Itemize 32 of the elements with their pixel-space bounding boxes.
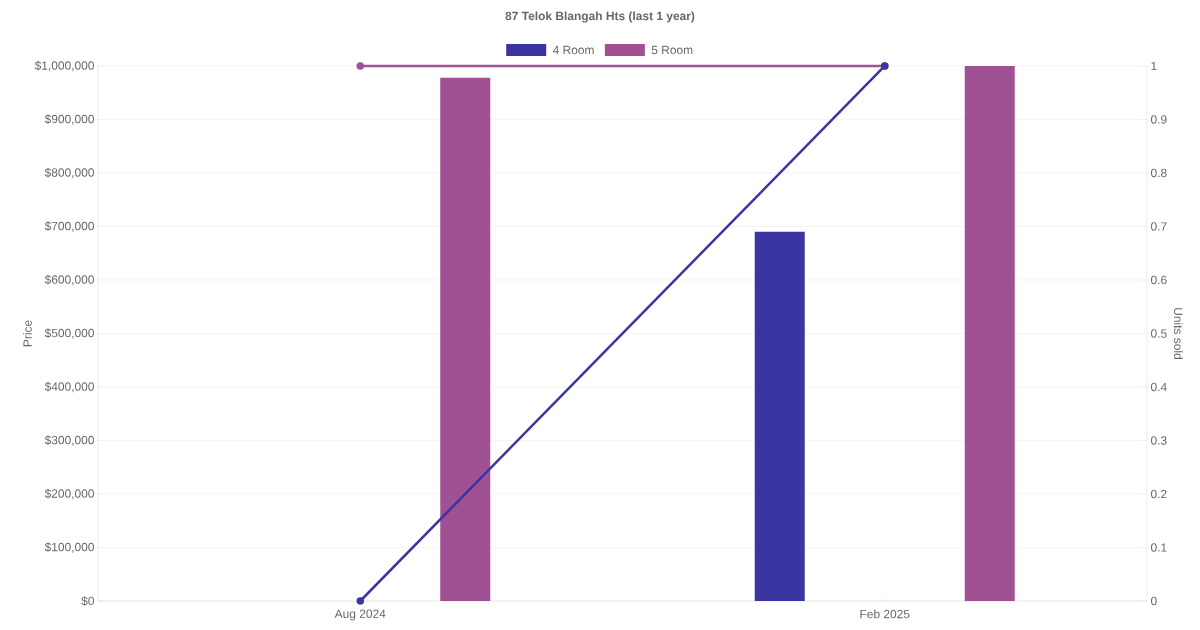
y2-tick-label: 0.5	[1150, 329, 1167, 338]
y-tick-label: $1,000,000	[34, 60, 95, 72]
y-tick-label: $600,000	[44, 274, 95, 286]
y2-tick-label: 0.6	[1150, 275, 1167, 285]
y2-tick-label: 0.9	[1150, 115, 1167, 124]
y2-tick-label: 0	[1150, 596, 1157, 606]
y2-tick-label: 1	[1151, 61, 1157, 71]
y-tick-label: $200,000	[44, 488, 95, 500]
y-tick-label: $300,000	[44, 435, 95, 446]
y2-axis-title: Units sold	[1173, 308, 1183, 359]
bar	[754, 231, 805, 601]
y-axis-title: Price	[23, 320, 32, 347]
y-tick-label: $100,000	[44, 542, 95, 553]
y-tick-label: $0	[81, 596, 95, 606]
chart-title: 87 Telok Blangah Hts (last 1 year)	[505, 11, 695, 23]
y2-tick-label: 0.1	[1150, 543, 1167, 552]
y2-tick-label: 0.8	[1150, 168, 1167, 178]
y-tick-label: $900,000	[44, 114, 95, 125]
y2-tick-label: 0.3	[1150, 436, 1167, 445]
y-tick-label: $400,000	[44, 381, 95, 393]
y-tick-label: $500,000	[44, 328, 95, 339]
y2-tick-label: 0.7	[1150, 222, 1167, 231]
y2-tick-label: 0.4	[1150, 382, 1167, 392]
bar	[964, 65, 1015, 601]
legend-label: 4 Room	[552, 45, 594, 55]
x-tick-label: Aug 2024	[334, 609, 386, 621]
x-tick-label: Feb 2025	[860, 609, 910, 619]
bar	[440, 77, 491, 601]
y2-tick-label: 0.2	[1150, 489, 1167, 499]
y-tick-label: $700,000	[44, 221, 95, 232]
y-tick-label: $800,000	[44, 167, 95, 179]
legend-label: 5 Room	[651, 45, 693, 55]
